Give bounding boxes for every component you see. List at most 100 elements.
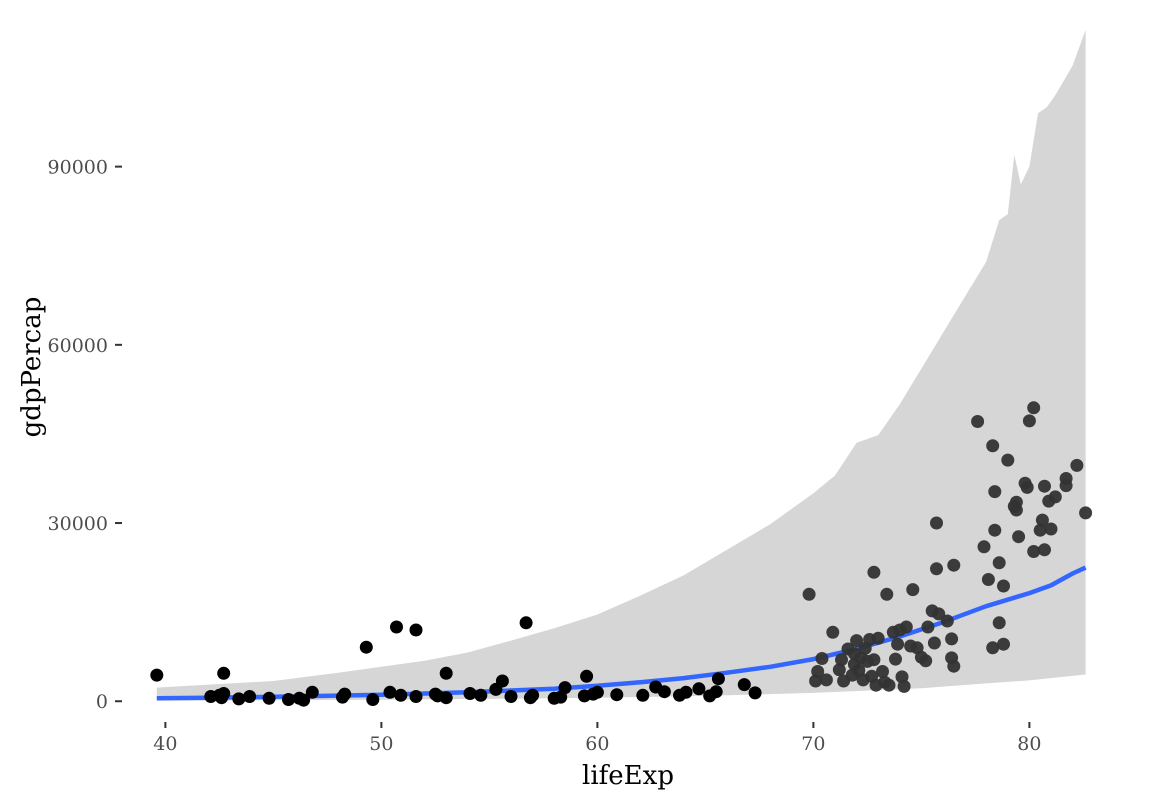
data-point xyxy=(1009,503,1023,517)
data-point xyxy=(802,587,816,601)
data-point xyxy=(977,540,991,554)
x-tick-label: 60 xyxy=(585,733,609,755)
data-point xyxy=(906,583,920,597)
data-point xyxy=(1020,480,1034,494)
data-point xyxy=(815,652,829,665)
data-point xyxy=(1027,545,1041,558)
data-point xyxy=(1059,479,1073,493)
data-point xyxy=(889,652,902,666)
smooth-line-layer xyxy=(156,565,1087,701)
data-point xyxy=(940,614,954,628)
data-point xyxy=(709,685,723,699)
data-point xyxy=(1070,458,1084,472)
data-point xyxy=(737,678,751,692)
y-tick-label: 90000 xyxy=(48,157,108,179)
data-point xyxy=(921,620,935,634)
data-point xyxy=(997,637,1010,651)
data-point xyxy=(986,439,1000,453)
data-point xyxy=(359,640,373,654)
data-point xyxy=(919,654,933,668)
data-point xyxy=(394,688,408,702)
data-point xyxy=(590,685,604,699)
data-point xyxy=(297,693,311,707)
confidence-band-layer xyxy=(156,30,1086,701)
data-point xyxy=(930,562,943,576)
data-point xyxy=(215,691,229,705)
data-point xyxy=(1022,414,1036,428)
smooth-trend-line xyxy=(156,565,1087,701)
axes-layer: 40 50 60 70 80 0 30000 60000 90000 xyxy=(48,157,1042,755)
data-point xyxy=(366,693,380,706)
data-point xyxy=(610,688,624,702)
y-tick-label: 0 xyxy=(96,691,108,713)
data-point xyxy=(526,688,540,702)
y-tick-label: 60000 xyxy=(48,335,108,357)
data-point xyxy=(811,665,825,678)
data-point xyxy=(988,523,1002,537)
data-point xyxy=(1035,513,1049,527)
data-point xyxy=(1038,543,1051,557)
data-point xyxy=(748,686,762,700)
x-tick-label: 40 xyxy=(153,733,177,755)
data-point xyxy=(150,668,164,682)
data-point xyxy=(305,685,319,699)
data-point xyxy=(282,693,295,706)
data-point xyxy=(899,620,913,634)
data-point xyxy=(971,415,985,428)
data-point xyxy=(217,666,231,680)
data-point xyxy=(692,682,706,696)
data-point xyxy=(1044,522,1058,536)
data-point xyxy=(927,636,941,650)
data-point xyxy=(1079,506,1093,520)
data-point xyxy=(495,674,509,688)
data-point xyxy=(1027,401,1041,415)
data-point xyxy=(390,620,403,634)
confidence-band xyxy=(156,30,1086,701)
x-tick-label: 80 xyxy=(1017,733,1041,755)
x-axis-title: lifeExp xyxy=(582,761,674,791)
data-point xyxy=(679,685,693,699)
data-point xyxy=(657,685,671,699)
data-point xyxy=(867,565,881,579)
x-tick-label: 70 xyxy=(801,733,825,755)
data-point xyxy=(897,679,911,693)
data-point xyxy=(880,587,894,601)
data-point xyxy=(867,653,881,667)
data-point xyxy=(832,663,846,677)
data-point xyxy=(992,556,1006,570)
data-point xyxy=(1012,530,1026,544)
data-point xyxy=(558,681,572,695)
data-point xyxy=(232,692,246,706)
data-point xyxy=(930,516,943,530)
data-point xyxy=(947,659,961,673)
data-point xyxy=(1033,523,1047,537)
data-point xyxy=(711,672,725,686)
x-tick-label: 50 xyxy=(369,733,393,755)
data-point xyxy=(997,579,1010,593)
data-point xyxy=(519,616,533,630)
data-point xyxy=(409,623,423,637)
data-point xyxy=(1001,453,1015,467)
data-point xyxy=(439,691,453,705)
data-point xyxy=(338,687,352,701)
data-point xyxy=(835,653,848,667)
data-point xyxy=(826,625,840,639)
y-axis-title: gdpPercap xyxy=(17,297,47,438)
data-point xyxy=(947,558,961,572)
y-tick-label: 30000 xyxy=(48,513,108,535)
data-point xyxy=(850,634,864,648)
data-point xyxy=(992,616,1006,630)
data-point xyxy=(580,669,594,683)
data-point xyxy=(1038,479,1051,493)
data-point xyxy=(474,688,488,702)
data-point xyxy=(882,678,896,692)
data-point xyxy=(945,632,959,646)
data-point xyxy=(383,685,397,699)
data-point xyxy=(876,665,889,678)
data-point xyxy=(409,690,423,703)
data-point xyxy=(871,631,885,645)
data-point xyxy=(243,690,257,703)
data-point xyxy=(819,673,833,687)
data-point xyxy=(262,691,276,705)
